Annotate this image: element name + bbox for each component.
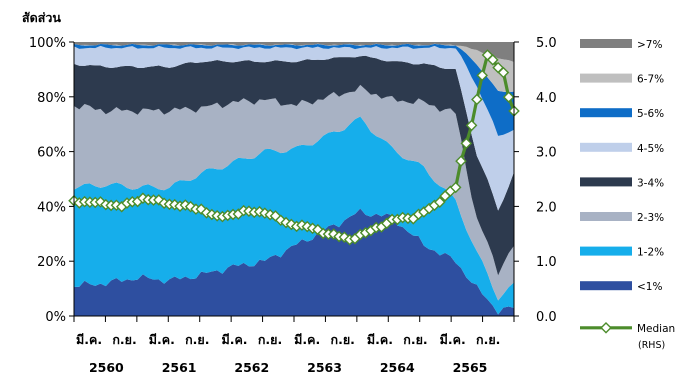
legend-swatch <box>580 142 632 152</box>
median-marker <box>184 200 197 213</box>
right-tick-label: 0.0 <box>536 310 557 325</box>
median-marker <box>269 210 282 222</box>
legend: >7% 6-7% 5-6% 4-5% 3-4% 2-3% 1-2% <1% Median (RHS… <box>580 39 675 351</box>
x-year-label: 2561 <box>162 360 197 375</box>
median-marker <box>471 93 483 106</box>
area-6 <box>74 43 514 93</box>
legend-label: Median <box>637 323 675 335</box>
median-marker <box>312 223 324 236</box>
median-marker <box>327 228 340 240</box>
x-tick-label: มี.ค. <box>440 332 466 347</box>
left-tick-label: 80% <box>37 91 66 106</box>
x-tick-label: ก.ย. <box>112 332 136 347</box>
legend-label: 5-6% <box>637 108 664 120</box>
legend-label: 6-7% <box>637 74 664 86</box>
median-marker <box>433 196 446 208</box>
median-line-group <box>68 49 520 246</box>
x-tick-label: ก.ย. <box>331 332 355 347</box>
left-tick-label: 60% <box>37 146 66 161</box>
x-tick-label: ก.ย. <box>476 332 500 347</box>
legend-label: 3-4% <box>637 177 664 189</box>
x-year-label: 2560 <box>89 360 124 375</box>
median-marker <box>449 181 462 194</box>
area-7 <box>74 42 514 62</box>
x-tick-label: ก.ย. <box>185 332 209 347</box>
left-tick-label: 100% <box>29 36 66 51</box>
x-tick-label: ก.ย. <box>403 332 427 347</box>
legend-label: >7% <box>637 39 662 51</box>
median-marker <box>497 66 510 79</box>
median-marker <box>465 119 478 132</box>
legend-swatch <box>580 281 632 291</box>
right-tick-label: 3.0 <box>536 146 557 161</box>
legend-label: 4-5% <box>637 143 664 155</box>
x-year-label: 2565 <box>453 360 488 375</box>
y-axis-title: สัดส่วน <box>22 10 61 25</box>
legend-label: 1-2% <box>637 247 664 259</box>
x-tick-label: ก.ย. <box>258 332 282 347</box>
median-marker <box>455 155 467 167</box>
right-tick-label: 5.0 <box>536 36 557 51</box>
x-tick-label: มี.ค. <box>294 332 320 347</box>
legend-label: <1% <box>637 281 662 293</box>
area-1 <box>74 116 514 315</box>
left-tick-label: 40% <box>37 200 66 215</box>
legend-label: 2-3% <box>637 212 664 224</box>
x-year-label: 2564 <box>380 360 415 375</box>
median-marker <box>195 203 208 215</box>
legend-label-suffix: (RHS) <box>638 340 665 351</box>
area-4 <box>74 45 514 211</box>
x-year-label: 2562 <box>234 360 269 375</box>
median-marker <box>460 137 473 150</box>
legend-swatch <box>580 177 632 187</box>
x-tick-label: มี.ค. <box>367 332 393 347</box>
legend-swatch <box>580 108 632 118</box>
legend-swatch <box>580 73 632 83</box>
left-tick-label: 20% <box>37 255 66 270</box>
area-3 <box>74 55 514 276</box>
left-tick-label: 0% <box>45 310 66 325</box>
legend-swatch <box>580 212 632 221</box>
right-tick-label: 2.0 <box>536 200 557 215</box>
median-marker <box>502 91 515 103</box>
x-tick-label: มี.ค. <box>76 332 102 347</box>
x-tick-label: มี.ค. <box>149 332 175 347</box>
axes: 0% 20% 40% 60% 80% 100% 0.0 1.0 2.0 3.0 4.0 5.0 มี.ค… <box>29 36 557 375</box>
legend-median-marker <box>600 322 612 334</box>
x-year-label: 2563 <box>307 360 342 375</box>
median-marker <box>487 54 499 66</box>
right-tick-label: 4.0 <box>536 91 557 106</box>
right-tick-label: 1.0 <box>536 255 557 270</box>
x-tick-label: มี.ค. <box>221 332 247 347</box>
area-0 <box>74 208 514 316</box>
legend-swatch <box>580 246 632 256</box>
legend-swatch <box>580 39 632 48</box>
area-2 <box>74 84 514 301</box>
stacked-areas <box>74 42 514 316</box>
median-marker <box>476 69 488 82</box>
